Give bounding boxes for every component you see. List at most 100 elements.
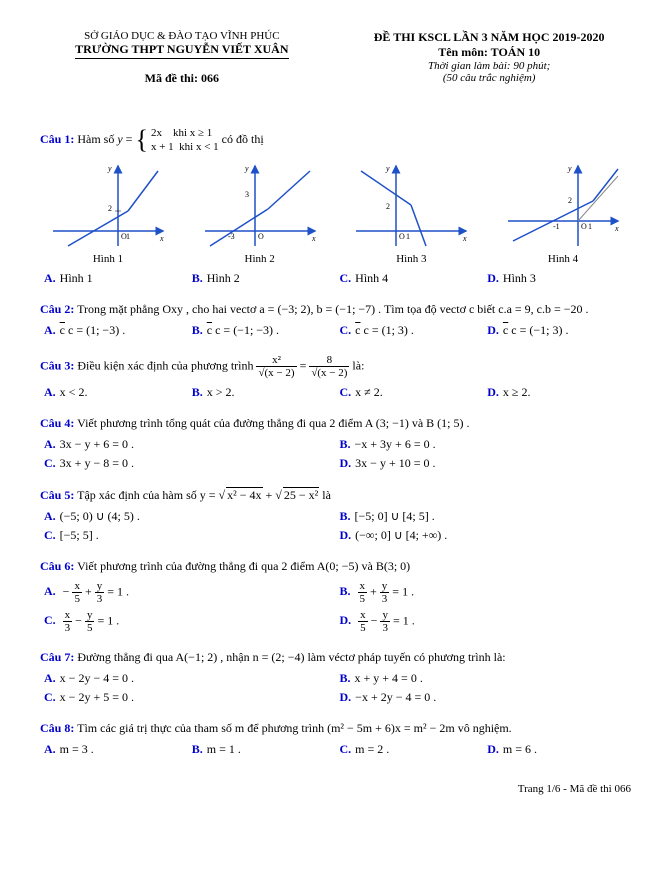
- q5-rad2: 25 − x²: [283, 487, 319, 503]
- q3-D: x ≥ 2.: [503, 385, 531, 399]
- q5-plus: +: [266, 488, 276, 502]
- svg-text:O: O: [581, 222, 587, 231]
- q3-C: x ≠ 2.: [355, 385, 383, 399]
- question-5: Câu 5: Tập xác định của hàm số y = √x² −…: [40, 487, 631, 545]
- q3-f2-num: 8: [309, 354, 349, 367]
- q1-piece1: 2x: [151, 127, 162, 139]
- header-left: SỞ GIÁO DỤC & ĐÀO TẠO VĨNH PHÚC TRƯỜNG T…: [40, 30, 324, 86]
- svg-text:y: y: [567, 164, 572, 173]
- exam-header: SỞ GIÁO DỤC & ĐÀO TẠO VĨNH PHÚC TRƯỜNG T…: [40, 30, 631, 86]
- exam-duration: Thời gian làm bài: 90 phút;: [347, 60, 631, 72]
- q3-text-b: là:: [352, 358, 364, 372]
- q3-text-a: Điều kiện xác định của phương trình: [77, 358, 256, 372]
- exam-code: Mã đề thi: 066: [40, 71, 324, 86]
- q3-A: x < 2.: [60, 385, 88, 399]
- graph-2-caption: Hình 2: [192, 253, 328, 265]
- svg-text:1: 1: [126, 232, 130, 241]
- q5-B: [−5; 0] ∪ [4; 5] .: [355, 509, 435, 523]
- q4-C: 3x + y − 8 = 0 .: [60, 456, 134, 470]
- q1-piecewise: { 2x khi x ≥ 1 x + 1 khi x < 1: [135, 126, 218, 155]
- graph-4: x y O 2 -1 1 Hình 4: [495, 161, 631, 265]
- q6-D-post: = 1 .: [393, 613, 415, 627]
- q5-text-a: Tập xác định của hàm số y =: [77, 488, 218, 502]
- q5-D: (−∞; 0] ∪ [4; +∞) .: [355, 528, 447, 542]
- graph-2: x y O 3 -3 Hình 2: [192, 161, 328, 265]
- q7-B: x + y + 4 = 0 .: [355, 671, 423, 685]
- q4-text: Viết phương trình tổng quát của đường th…: [77, 416, 469, 430]
- brace-icon: {: [135, 127, 147, 153]
- q6-C-d2: 5: [85, 622, 95, 634]
- question-6: Câu 6: Viết phương trình của đường thẳng…: [40, 559, 631, 636]
- q4-A: 3x − y + 6 = 0 .: [60, 437, 134, 451]
- q2-C: c = (1; 3) .: [364, 323, 414, 337]
- q1-graphs: x y O 2 1 Hình 1 x y O 3 -3: [40, 161, 631, 265]
- department: SỞ GIÁO DỤC & ĐÀO TẠO VĨNH PHÚC: [40, 30, 324, 42]
- q5-rad1: x² − 4x: [226, 487, 262, 503]
- exam-count: (50 câu trắc nghiệm): [347, 72, 631, 84]
- q6-A-d2: 3: [95, 593, 105, 605]
- question-8: Câu 8: Tìm các giá trị thực của tham số …: [40, 721, 631, 759]
- q6-C-n2: y: [85, 609, 95, 622]
- q8-C: m = 2 .: [355, 742, 389, 756]
- q6-C-d1: 3: [63, 622, 73, 634]
- header-right: ĐỀ THI KSCL LẦN 3 NĂM HỌC 2019-2020 Tên …: [347, 30, 631, 86]
- q4-B: −x + 3y + 6 = 0 .: [355, 437, 436, 451]
- q1-label: Câu 1:: [40, 132, 74, 146]
- q6-D-n1: x: [358, 609, 368, 622]
- question-7: Câu 7: Đường thẳng đi qua A(−1; 2) , nhậ…: [40, 650, 631, 707]
- q5-text-b: là: [322, 488, 331, 502]
- q6-B-mid: +: [370, 584, 380, 598]
- q6-A-post: = 1 .: [107, 584, 129, 598]
- svg-text:x: x: [159, 234, 164, 243]
- q6-D-d2: 3: [380, 622, 390, 634]
- q1-cond2: khi x < 1: [179, 141, 219, 153]
- q6-A-n2: y: [95, 580, 105, 593]
- svg-text:x: x: [311, 234, 316, 243]
- q6-A-d1: 5: [72, 593, 82, 605]
- svg-text:y: y: [385, 164, 390, 173]
- q7-label: Câu 7:: [40, 650, 74, 664]
- exam-title: ĐỀ THI KSCL LẦN 3 NĂM HỌC 2019-2020: [347, 30, 631, 45]
- q1-C: Hình 4: [355, 271, 388, 285]
- q7-text: Đường thẳng đi qua A(−1; 2) , nhận n = (…: [77, 650, 505, 664]
- graph-4-caption: Hình 4: [495, 253, 631, 265]
- graph-3-caption: Hình 3: [343, 253, 479, 265]
- svg-text:2: 2: [386, 202, 390, 211]
- q1-cond1: khi x ≥ 1: [173, 127, 212, 139]
- svg-text:-1: -1: [553, 222, 560, 231]
- svg-text:2: 2: [108, 204, 112, 213]
- q3-eq: =: [300, 358, 310, 372]
- q3-f1-den: √(x − 2): [256, 367, 296, 379]
- q5-label: Câu 5:: [40, 488, 74, 502]
- graph-1-caption: Hình 1: [40, 253, 176, 265]
- question-4: Câu 4: Viết phương trình tổng quát của đ…: [40, 416, 631, 473]
- q6-D-d1: 5: [358, 622, 368, 634]
- svg-text:3: 3: [245, 190, 249, 199]
- question-1: Câu 1: Hàm số y = { 2x khi x ≥ 1 x + 1 k…: [40, 126, 631, 288]
- q8-B: m = 1 .: [207, 742, 241, 756]
- q4-label: Câu 4:: [40, 416, 74, 430]
- q4-D: 3x − y + 10 = 0 .: [355, 456, 435, 470]
- q2-A: c = (1; −3) .: [68, 323, 125, 337]
- q1-D: Hình 3: [503, 271, 536, 285]
- q6-label: Câu 6:: [40, 559, 74, 573]
- school: TRƯỜNG THPT NGUYỄN VIẾT XUÂN: [75, 42, 288, 59]
- q7-D: −x + 2y − 4 = 0 .: [355, 690, 436, 704]
- svg-text:1: 1: [406, 232, 410, 241]
- q6-B-d2: 3: [380, 593, 390, 605]
- q3-f2-den: √(x − 2): [309, 367, 349, 379]
- q5-A: (−5; 0) ∪ (4; 5) .: [60, 509, 140, 523]
- svg-text:y: y: [244, 164, 249, 173]
- q1-B: Hình 2: [207, 271, 240, 285]
- q1-piece2: x + 1: [151, 141, 174, 153]
- q1-A: Hình 1: [60, 271, 93, 285]
- q6-B-post: = 1 .: [392, 584, 414, 598]
- q2-D: c = (−1; 3) .: [511, 323, 568, 337]
- q6-B-d1: 5: [358, 593, 368, 605]
- svg-text:x: x: [614, 224, 619, 233]
- q6-D-n2: y: [380, 609, 390, 622]
- svg-text:y: y: [107, 164, 112, 173]
- q3-f1-num: x²: [256, 354, 296, 367]
- q1-text-b: có đồ thị: [222, 132, 264, 146]
- svg-text:O: O: [258, 232, 264, 241]
